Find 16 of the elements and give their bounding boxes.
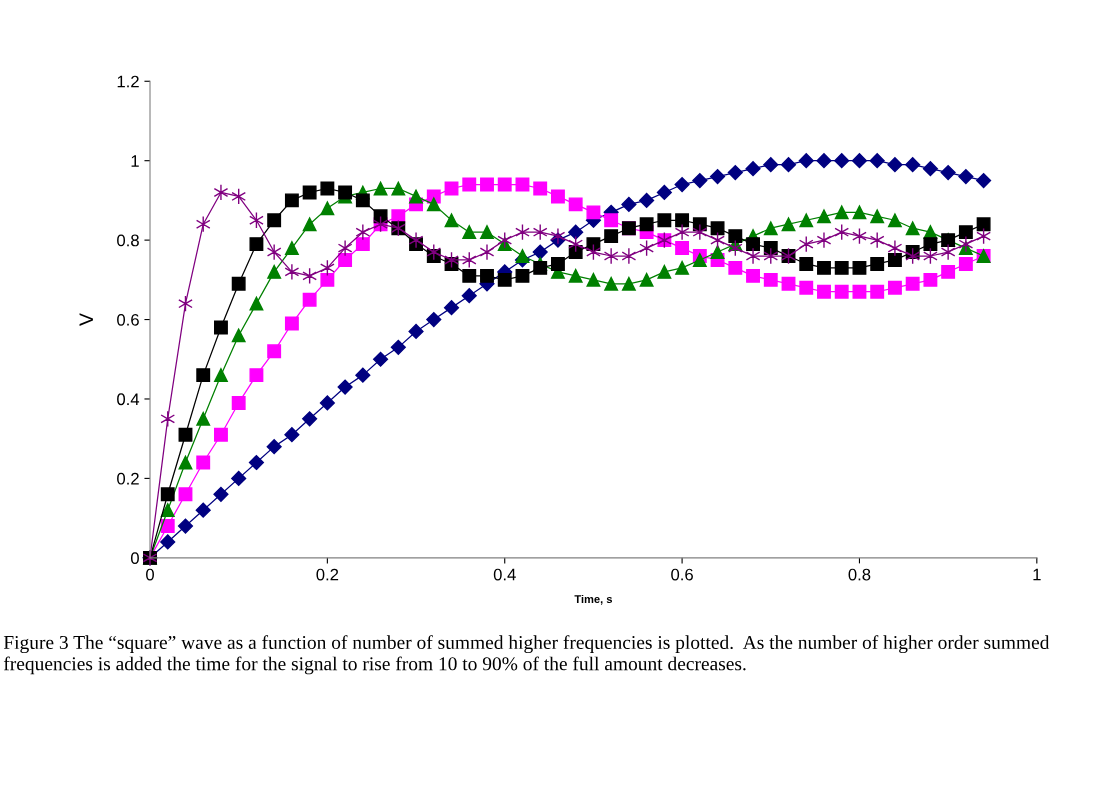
y-tick-label: 0.2 <box>117 472 139 485</box>
x-axis-title: Time, s <box>574 594 613 605</box>
y-axis-title: V <box>79 313 93 326</box>
caption: Figure 3 The “square” wave as a function of number of summed higher frequencies is plotted. As the number of higher order summed frequencies is added the time for the signal to rise from 10 to 90% of the full amount decreases. <box>3 635 1050 675</box>
y-tick-label: 0.4 <box>117 393 140 406</box>
x-tick-label: 0.2 <box>316 568 339 581</box>
x-tick-label: 0.4 <box>493 568 516 581</box>
y-tick-label: 0 <box>130 552 139 565</box>
y-tick-label: 1 <box>131 155 139 167</box>
y-tick-label: 0.8 <box>117 234 139 247</box>
x-tick-label: 0 <box>146 568 154 581</box>
y-tick-label: 0.6 <box>117 313 139 326</box>
y-tick-label: 1.2 <box>117 75 139 88</box>
x-tick-label: 0.6 <box>671 568 693 581</box>
x-tick-label: 0.8 <box>848 568 871 581</box>
x-tick-label: 1 <box>1033 568 1041 581</box>
